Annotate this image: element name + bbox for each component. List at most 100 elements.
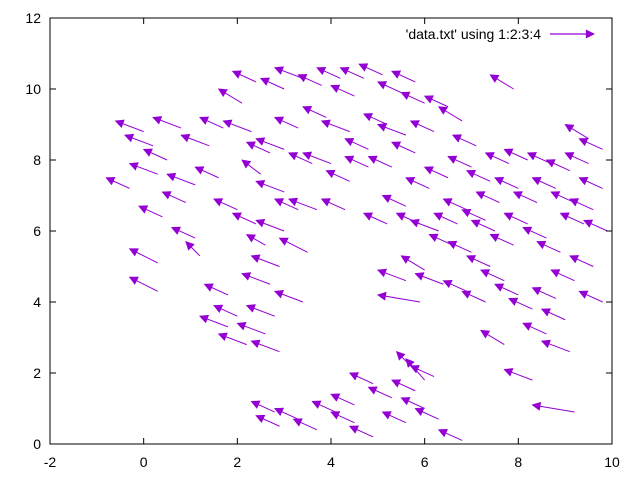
- y-tick-label: 8: [33, 152, 41, 168]
- vector-arrow: [391, 379, 416, 392]
- vector-arrow: [245, 304, 275, 317]
- vector-arrow: [161, 191, 187, 204]
- vector-arrow: [400, 397, 425, 409]
- vector-arrow: [569, 198, 594, 211]
- y-tick-label: 2: [33, 365, 41, 381]
- vector-arrow: [217, 88, 243, 104]
- vector-arrow: [522, 226, 547, 239]
- vector-arrow: [414, 407, 439, 420]
- vector-arrow: [330, 84, 355, 97]
- vector-arrow: [362, 212, 388, 225]
- vector-arrow: [400, 255, 425, 271]
- x-tick-label: 6: [421, 454, 429, 470]
- vector-series: [105, 63, 608, 441]
- vector-arrow: [484, 152, 510, 165]
- vector-arrow: [564, 152, 589, 165]
- vector-arrow: [442, 198, 468, 211]
- y-tick-label: 0: [33, 436, 41, 452]
- vector-arrow: [128, 276, 158, 292]
- y-tick-label: 6: [33, 223, 41, 239]
- vector-arrow: [489, 74, 514, 90]
- vector-arrow: [545, 159, 571, 172]
- vector-arrow: [124, 133, 154, 147]
- x-tick-label: 4: [327, 454, 335, 470]
- vector-arrow: [170, 226, 196, 239]
- vector-arrow: [400, 91, 425, 104]
- vector-arrow: [241, 159, 262, 175]
- vector-arrow: [222, 119, 252, 133]
- vector-arrow: [409, 219, 439, 232]
- vector-arrow: [255, 414, 280, 427]
- vector-arrow: [245, 234, 266, 246]
- vector-arrow: [461, 208, 486, 221]
- vector-arrow: [292, 418, 318, 431]
- vector-arrow: [362, 113, 388, 125]
- vector-arrow: [428, 233, 453, 246]
- vector-arrow: [376, 268, 407, 282]
- vector-arrow: [536, 240, 561, 253]
- vector-arrow: [199, 116, 224, 129]
- vector-arrow: [344, 137, 369, 150]
- x-tick-label: 0: [140, 454, 148, 470]
- vector-arrow: [255, 219, 285, 232]
- vector-arrow: [414, 272, 444, 285]
- vector-arrow: [381, 194, 407, 207]
- vector-arrow: [503, 368, 533, 381]
- vector-arrow: [465, 169, 491, 182]
- vector-arrow: [231, 70, 257, 83]
- vector-arrow: [194, 166, 219, 179]
- vector-arrow: [391, 70, 416, 83]
- vector-arrow: [569, 255, 594, 267]
- vector-arrow: [213, 304, 238, 317]
- vector-arrow: [330, 393, 355, 406]
- vector-arrow: [559, 212, 585, 225]
- vector-arrow: [377, 81, 402, 94]
- vector-arrow: [330, 411, 355, 424]
- vector-arrow: [540, 339, 571, 353]
- vector-arrow: [273, 198, 299, 211]
- vector-arrow: [583, 219, 608, 232]
- vector-arrow: [339, 66, 364, 79]
- vector-arrow: [367, 386, 393, 399]
- vector-arrow: [470, 219, 496, 232]
- vector-arrow: [142, 148, 168, 161]
- vector-arrow: [259, 77, 285, 90]
- vector-arrow: [381, 411, 407, 424]
- y-tick-label: 12: [25, 10, 41, 26]
- vector-arrow: [288, 152, 313, 165]
- vector-arrow: [461, 290, 486, 303]
- vector-arrow: [152, 116, 182, 129]
- vector-arrow: [213, 198, 238, 211]
- vector-arrow: [273, 290, 304, 303]
- vector-arrow: [114, 119, 144, 133]
- vector-arrow: [578, 137, 603, 150]
- vector-arrow: [241, 272, 271, 285]
- vector-arrow: [288, 197, 318, 211]
- vector-arrow: [358, 63, 383, 76]
- vector-arrow: [494, 177, 519, 189]
- vector-arrow: [278, 237, 308, 253]
- vector-arrow: [128, 162, 158, 175]
- vector-arrow: [578, 290, 603, 303]
- vector-arrow: [236, 321, 266, 335]
- vector-arrow: [531, 177, 557, 189]
- vector-arrow: [564, 124, 589, 140]
- vector-arrow: [437, 106, 463, 122]
- vector-arrow: [166, 172, 196, 186]
- vector-arrow: [480, 269, 505, 282]
- vector-arrow: [348, 372, 374, 385]
- vector-arrow: [526, 152, 552, 165]
- vector-arrow: [348, 425, 374, 438]
- vector-arrow: [376, 123, 407, 136]
- vector-arrow: [503, 148, 528, 161]
- vector-arrow: [395, 351, 411, 367]
- vector-arrow: [405, 358, 426, 381]
- vector-arrow: [344, 155, 369, 168]
- vector-arrow: [325, 169, 350, 182]
- legend: 'data.txt' using 1:2:3:4: [406, 26, 595, 42]
- vector-arrow: [391, 141, 416, 154]
- vector-arrow: [550, 191, 575, 204]
- vector-arrow: [540, 308, 566, 321]
- vector-arrow: [423, 95, 449, 108]
